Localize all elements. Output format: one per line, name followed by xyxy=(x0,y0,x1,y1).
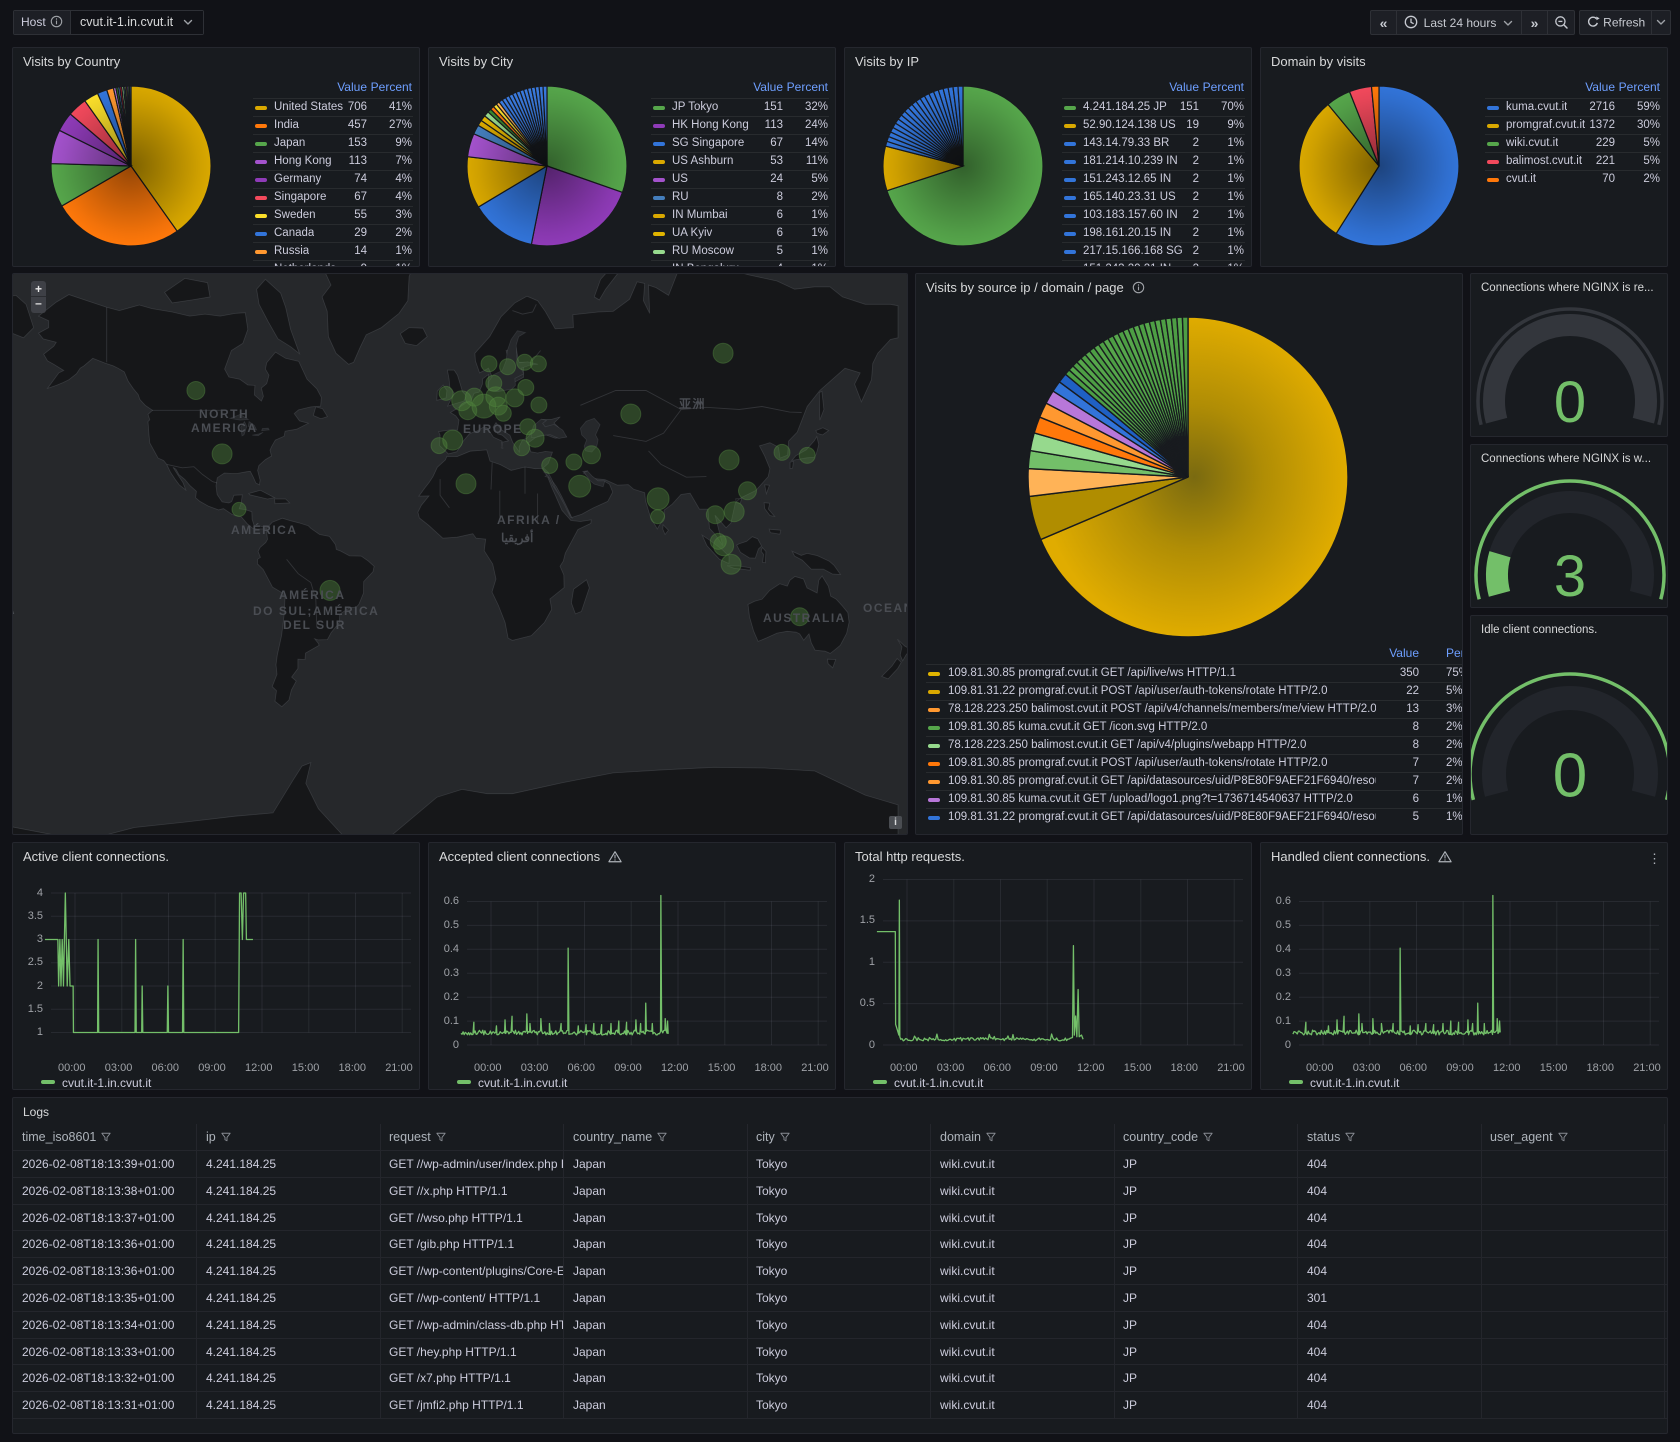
svg-text:3: 3 xyxy=(1554,544,1586,608)
svg-text:0: 0 xyxy=(1554,370,1586,435)
svg-text:0: 0 xyxy=(1553,741,1587,810)
